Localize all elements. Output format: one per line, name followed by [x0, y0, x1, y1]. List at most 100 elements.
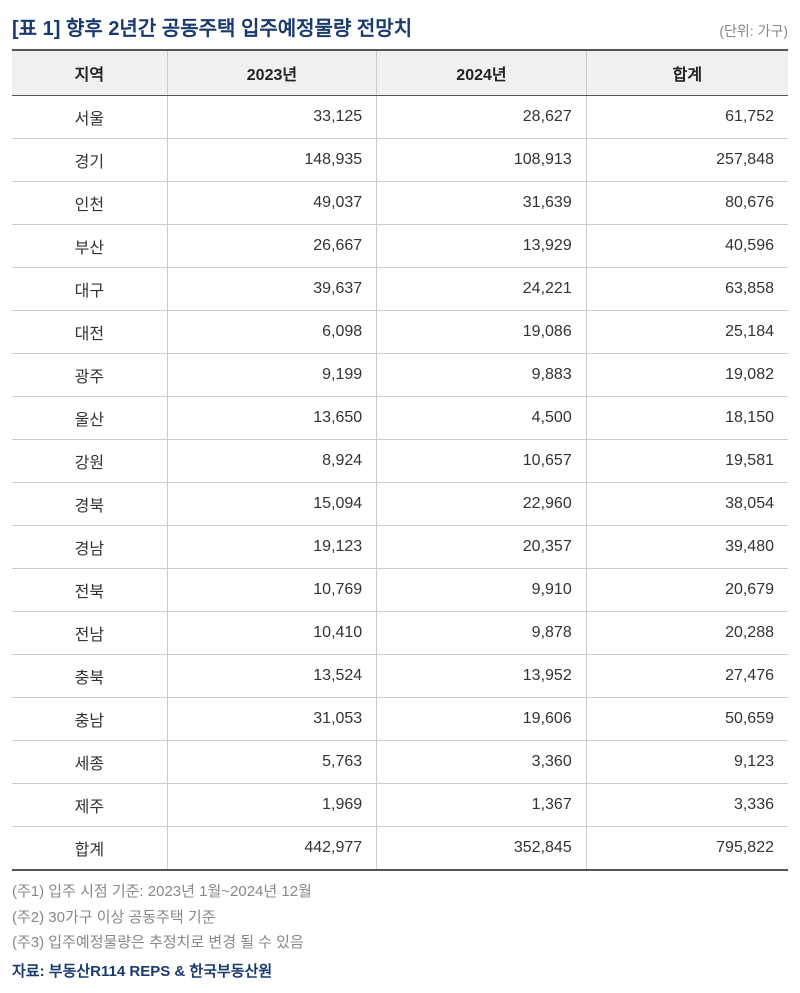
forecast-table: 지역 2023년 2024년 합계 서울33,12528,62761,752경기… [12, 49, 788, 871]
cell-sum: 19,581 [586, 440, 788, 483]
cell-2023: 15,094 [167, 483, 377, 526]
cell-sum: 27,476 [586, 655, 788, 698]
cell-2023: 19,123 [167, 526, 377, 569]
cell-sum: 257,848 [586, 139, 788, 182]
cell-2023: 6,098 [167, 311, 377, 354]
cell-2023: 9,199 [167, 354, 377, 397]
col-header-region: 지역 [12, 50, 167, 96]
footnotes: (주1) 입주 시점 기준: 2023년 1월~2024년 12월 (주2) 3… [12, 879, 788, 956]
cell-region: 합계 [12, 827, 167, 871]
cell-region: 충북 [12, 655, 167, 698]
cell-region: 전남 [12, 612, 167, 655]
cell-2024: 9,883 [377, 354, 587, 397]
cell-2023: 442,977 [167, 827, 377, 871]
table-row: 광주9,1999,88319,082 [12, 354, 788, 397]
cell-2023: 10,769 [167, 569, 377, 612]
cell-2024: 20,357 [377, 526, 587, 569]
table-row: 전남10,4109,87820,288 [12, 612, 788, 655]
cell-2024: 24,221 [377, 268, 587, 311]
cell-region: 울산 [12, 397, 167, 440]
table-row-total: 합계442,977352,845795,822 [12, 827, 788, 871]
table-row: 세종5,7633,3609,123 [12, 741, 788, 784]
cell-2023: 8,924 [167, 440, 377, 483]
col-header-sum: 합계 [586, 50, 788, 96]
col-header-2024: 2024년 [377, 50, 587, 96]
table-row: 제주1,9691,3673,336 [12, 784, 788, 827]
cell-region: 강원 [12, 440, 167, 483]
cell-2024: 1,367 [377, 784, 587, 827]
cell-2024: 19,606 [377, 698, 587, 741]
table-row: 대전6,09819,08625,184 [12, 311, 788, 354]
table-row: 경북15,09422,96038,054 [12, 483, 788, 526]
table-row: 충북13,52413,95227,476 [12, 655, 788, 698]
cell-2024: 9,910 [377, 569, 587, 612]
cell-sum: 63,858 [586, 268, 788, 311]
cell-2023: 49,037 [167, 182, 377, 225]
cell-region: 광주 [12, 354, 167, 397]
cell-2024: 9,878 [377, 612, 587, 655]
footnote-1: (주1) 입주 시점 기준: 2023년 1월~2024년 12월 [12, 879, 788, 905]
cell-sum: 25,184 [586, 311, 788, 354]
cell-2024: 28,627 [377, 96, 587, 139]
table-row: 강원8,92410,65719,581 [12, 440, 788, 483]
cell-2024: 13,929 [377, 225, 587, 268]
cell-sum: 61,752 [586, 96, 788, 139]
cell-sum: 50,659 [586, 698, 788, 741]
cell-2023: 33,125 [167, 96, 377, 139]
cell-sum: 19,082 [586, 354, 788, 397]
table-row: 부산26,66713,92940,596 [12, 225, 788, 268]
cell-2024: 352,845 [377, 827, 587, 871]
source-line: 자료: 부동산R114 REPS & 한국부동산원 [12, 960, 788, 981]
cell-region: 충남 [12, 698, 167, 741]
cell-2023: 13,650 [167, 397, 377, 440]
cell-sum: 80,676 [586, 182, 788, 225]
cell-sum: 40,596 [586, 225, 788, 268]
cell-2023: 13,524 [167, 655, 377, 698]
unit-label: (단위: 가구) [719, 21, 788, 41]
cell-sum: 39,480 [586, 526, 788, 569]
cell-region: 서울 [12, 96, 167, 139]
cell-2024: 10,657 [377, 440, 587, 483]
table-row: 서울33,12528,62761,752 [12, 96, 788, 139]
table-row: 경남19,12320,35739,480 [12, 526, 788, 569]
table-row: 울산13,6504,50018,150 [12, 397, 788, 440]
cell-region: 대구 [12, 268, 167, 311]
footnote-2: (주2) 30가구 이상 공동주택 기준 [12, 905, 788, 931]
table-title: [표 1] 향후 2년간 공동주택 입주예정물량 전망치 [12, 12, 412, 41]
cell-sum: 3,336 [586, 784, 788, 827]
cell-region: 대전 [12, 311, 167, 354]
cell-2023: 39,637 [167, 268, 377, 311]
cell-2024: 19,086 [377, 311, 587, 354]
cell-2023: 5,763 [167, 741, 377, 784]
cell-2023: 148,935 [167, 139, 377, 182]
col-header-2023: 2023년 [167, 50, 377, 96]
cell-region: 경북 [12, 483, 167, 526]
cell-2024: 3,360 [377, 741, 587, 784]
table-row: 충남31,05319,60650,659 [12, 698, 788, 741]
cell-2023: 10,410 [167, 612, 377, 655]
table-row: 전북10,7699,91020,679 [12, 569, 788, 612]
cell-sum: 795,822 [586, 827, 788, 871]
cell-2023: 31,053 [167, 698, 377, 741]
cell-region: 인천 [12, 182, 167, 225]
cell-region: 세종 [12, 741, 167, 784]
cell-2024: 31,639 [377, 182, 587, 225]
cell-2024: 4,500 [377, 397, 587, 440]
cell-2024: 108,913 [377, 139, 587, 182]
cell-sum: 18,150 [586, 397, 788, 440]
table-row: 인천49,03731,63980,676 [12, 182, 788, 225]
cell-2023: 26,667 [167, 225, 377, 268]
cell-region: 경기 [12, 139, 167, 182]
cell-region: 제주 [12, 784, 167, 827]
cell-2024: 13,952 [377, 655, 587, 698]
table-row: 대구39,63724,22163,858 [12, 268, 788, 311]
cell-sum: 20,288 [586, 612, 788, 655]
cell-sum: 20,679 [586, 569, 788, 612]
cell-sum: 38,054 [586, 483, 788, 526]
table-row: 경기148,935108,913257,848 [12, 139, 788, 182]
cell-sum: 9,123 [586, 741, 788, 784]
footnote-3: (주3) 입주예정물량은 추정치로 변경 될 수 있음 [12, 930, 788, 956]
cell-region: 경남 [12, 526, 167, 569]
cell-region: 부산 [12, 225, 167, 268]
cell-region: 전북 [12, 569, 167, 612]
